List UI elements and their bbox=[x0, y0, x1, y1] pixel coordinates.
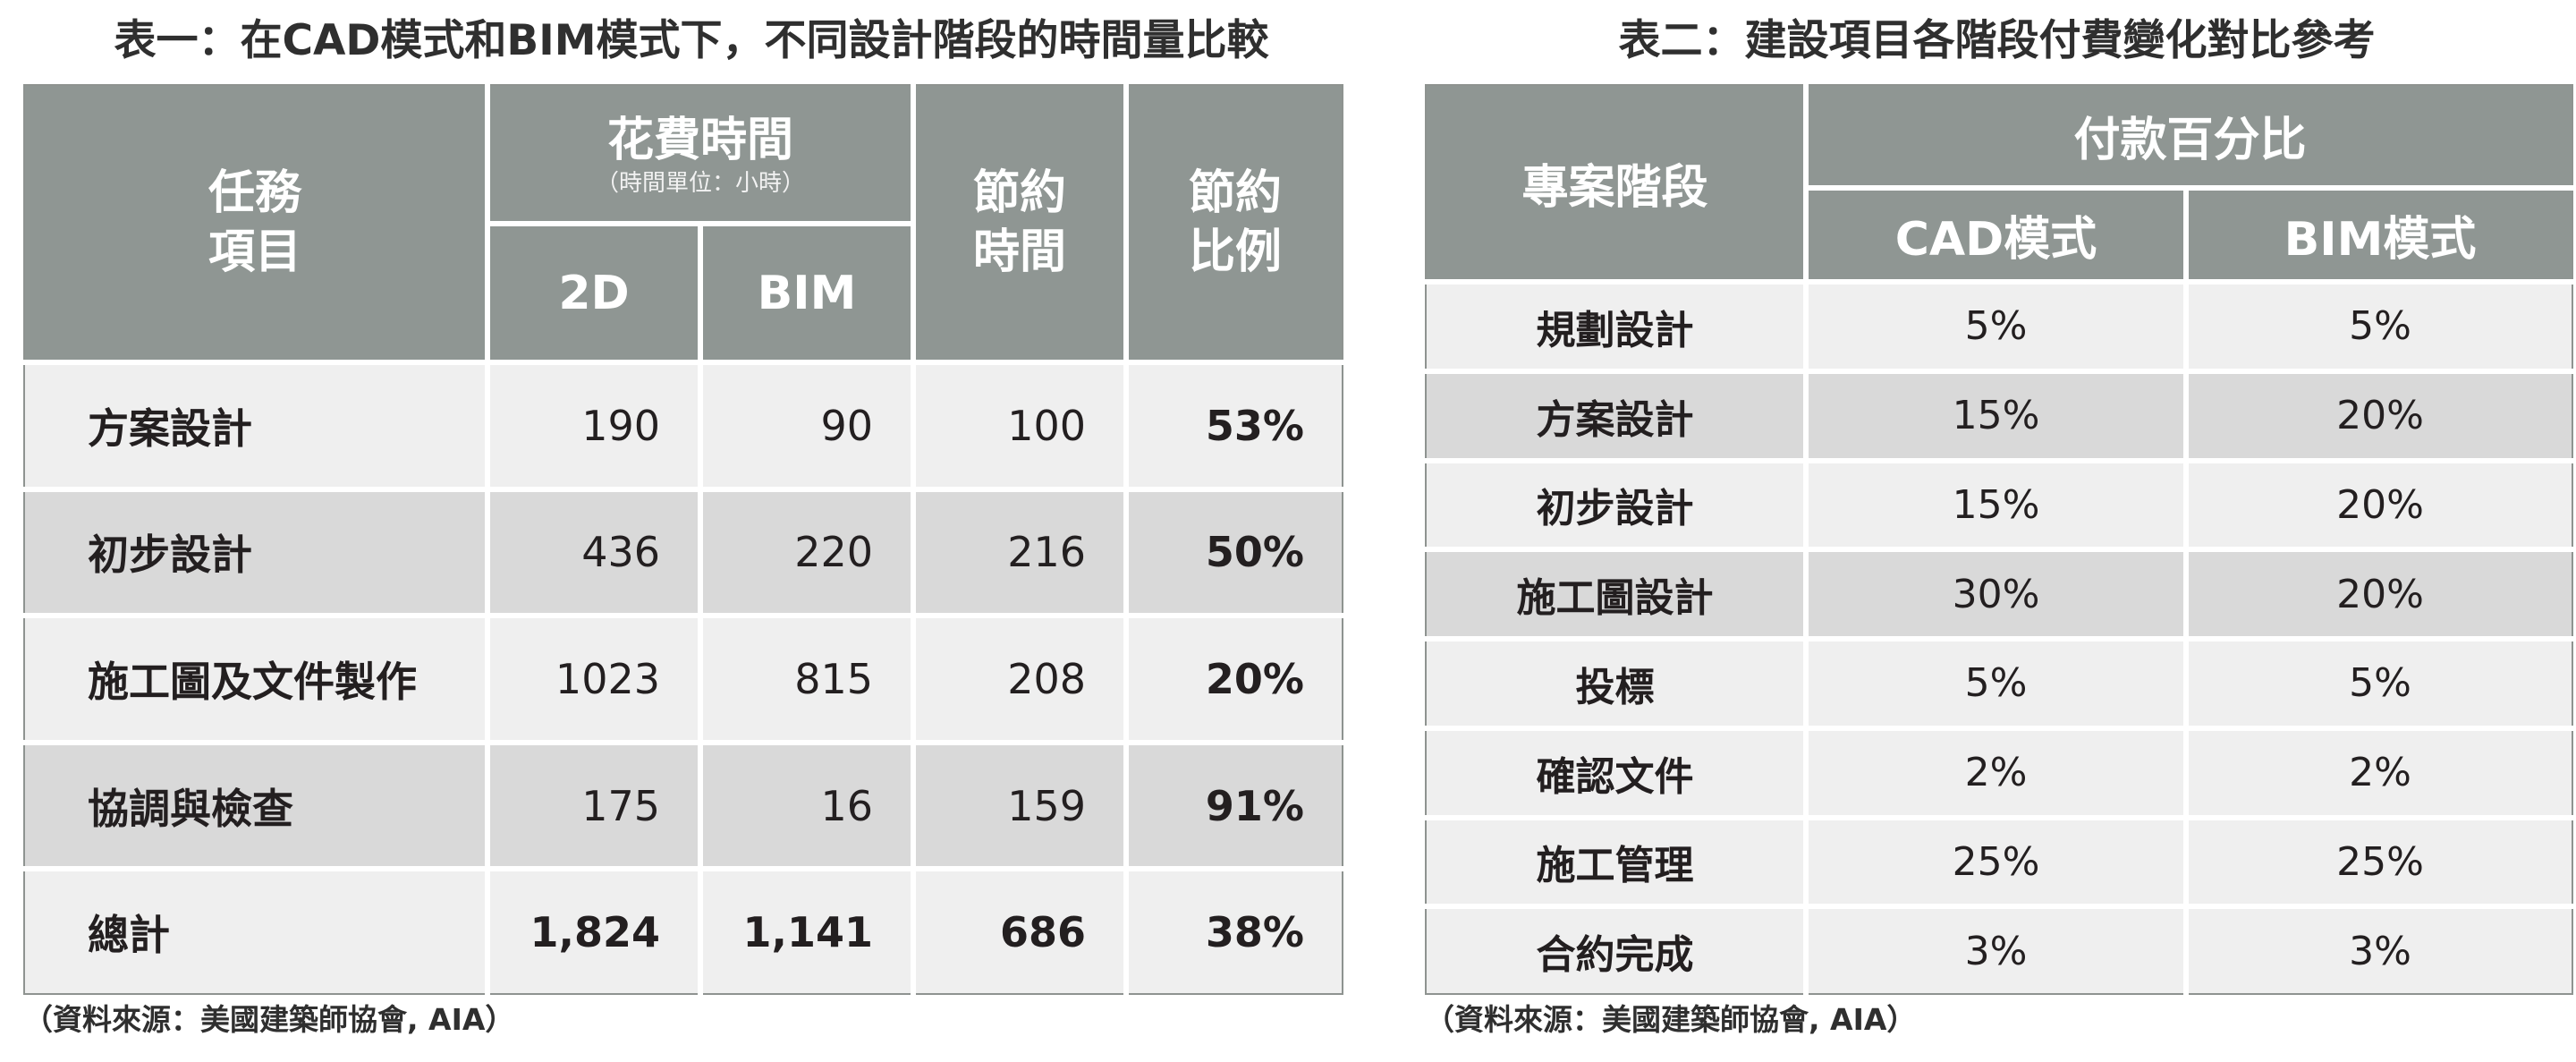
total-2d-cell: 1,824 bbox=[485, 866, 703, 994]
table1-title: 表一：在CAD模式和BIM模式下，不同設計階段的時間量比較 bbox=[114, 16, 1269, 65]
phase-cell: 方案設計 bbox=[1426, 368, 1809, 463]
bim-pct-cell: 20% bbox=[2182, 457, 2573, 553]
phase-cell: 合約完成 bbox=[1426, 904, 1809, 994]
saved-time-line1: 節約 bbox=[973, 166, 1067, 220]
saved-hours-cell: 216 bbox=[911, 486, 1130, 619]
total-row: 總計 1,824 1,141 686 38% bbox=[24, 866, 1343, 994]
table-row: 投標 5% 5% bbox=[1426, 636, 2573, 731]
saved-time-header: 節約 時間 bbox=[911, 85, 1130, 365]
total-bim-cell: 1,141 bbox=[697, 866, 917, 994]
time-spent-header: 花費時間 （時間單位：小時） bbox=[484, 85, 917, 226]
task-cell: 協調與檢查 bbox=[24, 739, 490, 872]
time-comparison-table: 任務 項目 花費時間 （時間單位：小時） 節約 時間 節約 比例 2D BIM … bbox=[23, 84, 1344, 995]
col-bim-header: BIM模式 bbox=[2182, 185, 2573, 285]
bim-pct-cell: 20% bbox=[2182, 547, 2573, 641]
table-row: 施工圖及文件製作 1023 815 208 20% bbox=[24, 613, 1343, 745]
task-cell: 方案設計 bbox=[24, 360, 490, 492]
bim-pct-cell: 2% bbox=[2182, 725, 2573, 820]
cad-pct-cell: 15% bbox=[1803, 457, 2189, 553]
col-cad-header: CAD模式 bbox=[1806, 185, 2189, 285]
cad-pct-cell: 15% bbox=[1803, 368, 2189, 463]
payment-comparison-table: 專案階段 付款百分比 CAD模式 BIM模式 規劃設計 5% 5% 方案設計 1… bbox=[1425, 84, 2574, 995]
saved-time-line2: 時間 bbox=[973, 225, 1067, 279]
phase-cell: 確認文件 bbox=[1426, 725, 1809, 820]
phase-cell: 投標 bbox=[1426, 636, 1809, 731]
table-row: 施工管理 25% 25% bbox=[1426, 814, 2573, 910]
table2-source-note: （資料來源：美國建築師協會, AIA） bbox=[1425, 1002, 1917, 1037]
cad-pct-cell: 25% bbox=[1803, 814, 2189, 910]
saved-hours-cell: 100 bbox=[911, 360, 1130, 492]
saved-ratio-header: 節約 比例 bbox=[1123, 85, 1343, 365]
total-ratio-cell: 38% bbox=[1123, 866, 1343, 994]
hours-2d-cell: 1023 bbox=[485, 613, 703, 745]
table2-title: 表二：建設項目各階段付費變化對比參考 bbox=[1618, 16, 2376, 65]
phase-column-header: 專案階段 bbox=[1426, 85, 1809, 285]
hours-2d-cell: 436 bbox=[485, 486, 703, 619]
table-row: 初步設計 436 220 216 50% bbox=[24, 486, 1343, 619]
saved-ratio-cell: 50% bbox=[1123, 486, 1343, 619]
total-label-cell: 總計 bbox=[24, 866, 490, 994]
time-unit-note: （時間單位：小時） bbox=[596, 169, 806, 197]
saved-ratio-cell: 20% bbox=[1123, 613, 1343, 745]
task-header-line1: 任務 bbox=[208, 166, 301, 220]
hours-bim-cell: 815 bbox=[697, 613, 917, 745]
task-column-header: 任務 項目 bbox=[24, 85, 490, 365]
task-header-line2: 項目 bbox=[208, 225, 301, 279]
table-row: 初步設計 15% 20% bbox=[1426, 457, 2573, 553]
task-cell: 初步設計 bbox=[24, 486, 490, 619]
bim-pct-cell: 5% bbox=[2182, 636, 2573, 731]
cad-pct-cell: 5% bbox=[1803, 279, 2189, 374]
table-row: 確認文件 2% 2% bbox=[1426, 725, 2573, 820]
total-saved-cell: 686 bbox=[911, 866, 1130, 994]
cad-pct-cell: 5% bbox=[1803, 636, 2189, 731]
bim-pct-cell: 5% bbox=[2182, 279, 2573, 374]
table-row: 施工圖設計 30% 20% bbox=[1426, 547, 2573, 641]
hours-bim-cell: 90 bbox=[697, 360, 917, 492]
phase-cell: 規劃設計 bbox=[1426, 279, 1809, 374]
hours-2d-cell: 175 bbox=[485, 739, 703, 872]
table-row: 合約完成 3% 3% bbox=[1426, 904, 2573, 994]
table-row: 規劃設計 5% 5% bbox=[1426, 279, 2573, 374]
cad-pct-cell: 2% bbox=[1803, 725, 2189, 820]
table-row: 方案設計 15% 20% bbox=[1426, 368, 2573, 463]
hours-bim-cell: 16 bbox=[697, 739, 917, 872]
table-row: 方案設計 190 90 100 53% bbox=[24, 360, 1343, 492]
saved-ratio-line1: 節約 bbox=[1189, 166, 1283, 220]
cad-pct-cell: 30% bbox=[1803, 547, 2189, 641]
bim-pct-cell: 20% bbox=[2182, 368, 2573, 463]
cad-pct-cell: 3% bbox=[1803, 904, 2189, 994]
table-row: 協調與檢查 175 16 159 91% bbox=[24, 739, 1343, 872]
task-cell: 施工圖及文件製作 bbox=[24, 613, 490, 745]
hours-2d-cell: 190 bbox=[485, 360, 703, 492]
phase-cell: 施工圖設計 bbox=[1426, 547, 1809, 641]
col-bim-header: BIM bbox=[697, 221, 914, 365]
phase-cell: 初步設計 bbox=[1426, 457, 1809, 553]
saved-ratio-cell: 91% bbox=[1123, 739, 1343, 872]
saved-hours-cell: 159 bbox=[911, 739, 1130, 872]
hours-bim-cell: 220 bbox=[697, 486, 917, 619]
phase-cell: 施工管理 bbox=[1426, 814, 1809, 910]
saved-ratio-line2: 比例 bbox=[1189, 225, 1283, 279]
time-spent-label: 花費時間 bbox=[607, 113, 794, 167]
table1-source-note: （資料來源：美國建築師協會, AIA） bbox=[23, 1002, 515, 1037]
payment-pct-header: 付款百分比 bbox=[1802, 85, 2573, 191]
saved-ratio-cell: 53% bbox=[1123, 360, 1343, 492]
saved-hours-cell: 208 bbox=[911, 613, 1130, 745]
bim-pct-cell: 25% bbox=[2182, 814, 2573, 910]
col-2d-header: 2D bbox=[487, 221, 703, 365]
bim-pct-cell: 3% bbox=[2182, 904, 2573, 994]
